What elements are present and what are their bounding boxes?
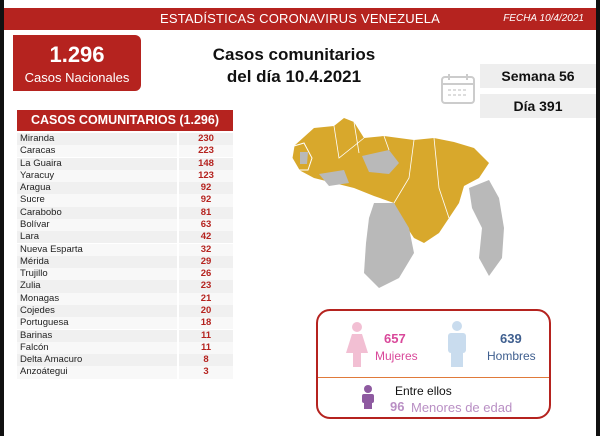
state-name: Cojedes: [17, 304, 177, 318]
female-icon: [346, 322, 368, 367]
state-name: Barinas: [17, 329, 177, 342]
title-line-1: Casos comunitarios: [212, 45, 376, 64]
state-name: Falcón: [17, 341, 177, 354]
header-title: ESTADÍSTICAS CORONAVIRUS VENEZUELA: [159, 11, 441, 26]
state-cases: 21: [179, 292, 233, 305]
table-row: Lara 42: [17, 231, 233, 244]
table-row: Aragua 92: [17, 182, 233, 195]
table-row: Miranda 230: [17, 133, 233, 146]
table-row: Delta Amacuro 8: [17, 354, 233, 367]
state-name: Bolívar: [17, 218, 177, 232]
state-cases: 26: [179, 268, 233, 281]
table-row: Anzoátegui 3: [17, 366, 233, 379]
state-name: Trujillo: [17, 268, 177, 281]
cases-table: Miranda 230 Caracas 223 La Guaira 148 Yaracuy 1…: [17, 133, 233, 379]
state-name: Sucre: [17, 194, 177, 207]
state-name: La Guaira: [17, 157, 177, 170]
table-row: Trujillo 26: [17, 268, 233, 281]
men-count: 639: [500, 331, 522, 346]
gender-summary-box: 657 Mujeres 639 Hombres Entre ellos 96 M…: [316, 309, 551, 419]
infographic: ESTADÍSTICAS CORONAVIRUS VENEZUELA FECHA…: [4, 0, 596, 436]
state-cases: 63: [179, 218, 233, 232]
among-label: Entre ellos: [395, 384, 452, 398]
state-cases: 81: [179, 206, 233, 219]
state-name: Portuguesa: [17, 317, 177, 330]
map-region-amazonas: [364, 203, 414, 288]
state-cases: 223: [179, 145, 233, 158]
state-name: Carabobo: [17, 206, 177, 219]
week-box: Semana 56: [480, 64, 596, 88]
divider: [318, 377, 549, 378]
table-row: La Guaira 148: [17, 157, 233, 170]
state-name: Nueva Esparta: [17, 243, 177, 256]
map-region-gray-center: [362, 150, 399, 174]
page-title: Casos comunitarios del día 10.4.2021: [194, 44, 394, 88]
calendar-icon: [441, 74, 475, 104]
title-line-2: del día 10.4.2021: [226, 67, 362, 86]
table-row: Yaracuy 123: [17, 169, 233, 183]
table-row: Mérida 29: [17, 255, 233, 268]
map-region-states-yellow: [294, 118, 489, 243]
men-label: Hombres: [487, 349, 536, 363]
child-icon: [362, 385, 374, 409]
state-name: Miranda: [17, 133, 177, 146]
table-row: Zulia 23: [17, 280, 233, 293]
state-name: Yaracuy: [17, 169, 177, 183]
state-name: Monagas: [17, 292, 177, 305]
map-region-delta: [469, 180, 504, 276]
national-cases-box: 1.296 Casos Nacionales: [13, 35, 141, 91]
table-row: Cojedes 20: [17, 304, 233, 318]
map-region-gray-west: [319, 170, 349, 186]
map-region-gray-lake: [300, 152, 308, 164]
state-cases: 148: [179, 157, 233, 170]
national-cases-label: Casos Nacionales: [24, 70, 130, 85]
state-name: Anzoátegui: [17, 366, 177, 379]
minors-label: Menores de edad: [411, 400, 513, 415]
state-name: Lara: [17, 231, 177, 244]
table-row: Falcón 11: [17, 341, 233, 354]
state-cases: 11: [179, 341, 233, 354]
state-cases: 123: [179, 169, 233, 183]
state-cases: 18: [179, 317, 233, 330]
table-row: Sucre 92: [17, 194, 233, 207]
state-name: Caracas: [17, 145, 177, 158]
minors-count: 96: [390, 399, 405, 414]
table-row: Barinas 11: [17, 329, 233, 342]
table-row: Monagas 21: [17, 292, 233, 305]
male-icon: [448, 321, 466, 367]
venezuela-map: [291, 118, 504, 288]
table-row: Bolívar 63: [17, 218, 233, 232]
state-cases: 29: [179, 255, 233, 268]
state-cases: 23: [179, 280, 233, 293]
header-date: FECHA 10/4/2021: [503, 13, 584, 24]
header-bar: ESTADÍSTICAS CORONAVIRUS VENEZUELA FECHA…: [4, 8, 596, 30]
state-cases: 11: [179, 329, 233, 342]
table-row: Portuguesa 18: [17, 317, 233, 330]
state-cases: 92: [179, 182, 233, 195]
state-cases: 20: [179, 304, 233, 318]
day-box: Día 391: [480, 94, 596, 118]
table-row: Nueva Esparta 32: [17, 243, 233, 256]
state-cases: 32: [179, 243, 233, 256]
state-cases: 92: [179, 194, 233, 207]
state-name: Mérida: [17, 255, 177, 268]
table-row: Caracas 223: [17, 145, 233, 158]
state-name: Aragua: [17, 182, 177, 195]
national-cases-value: 1.296: [49, 42, 105, 67]
state-name: Delta Amacuro: [17, 354, 177, 367]
women-label: Mujeres: [375, 349, 418, 363]
women-count: 657: [384, 331, 406, 346]
state-cases: 8: [179, 354, 233, 367]
state-cases: 230: [179, 133, 233, 146]
table-row: Carabobo 81: [17, 206, 233, 219]
state-cases: 42: [179, 231, 233, 244]
table-header: CASOS COMUNITARIOS (1.296): [17, 110, 233, 131]
state-cases: 3: [179, 366, 233, 379]
state-name: Zulia: [17, 280, 177, 293]
